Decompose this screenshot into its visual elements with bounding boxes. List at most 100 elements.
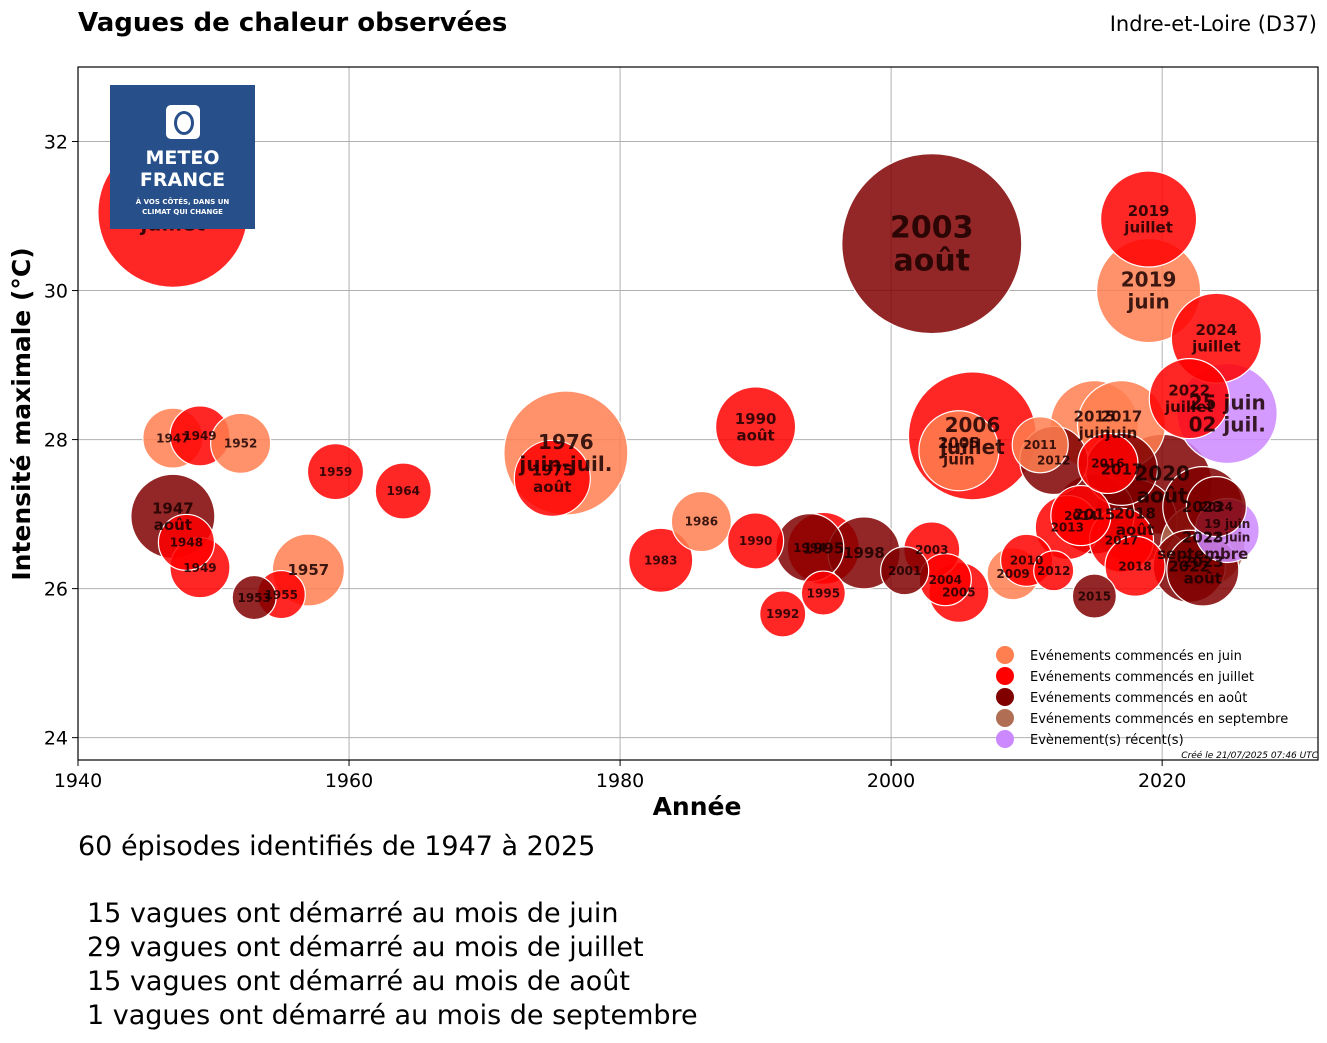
bubble-label: 2012 — [1037, 564, 1070, 578]
bubble-label: 2005 juin — [938, 434, 980, 469]
x-tick-label: 2000 — [867, 770, 915, 792]
bubble-label: 1949 — [183, 429, 216, 443]
bubble-label: 25 juin 02 juil. — [1189, 391, 1266, 437]
bubble-label: 2023 — [1182, 498, 1224, 516]
bubble-label: 1998 — [843, 544, 885, 562]
heatwave-bubble[interactable] — [1100, 170, 1198, 268]
bubble-label: 1995 — [802, 540, 844, 558]
bubble-label: 1953 — [237, 591, 270, 605]
bubble-label: 1976 juin-juil. — [518, 430, 612, 476]
heatwave-bubble[interactable] — [157, 513, 216, 572]
heatwave-bubble[interactable] — [1104, 535, 1166, 597]
heatwave-bubble[interactable] — [628, 527, 694, 593]
bubble-label: 2017 juin — [1101, 408, 1143, 443]
heatwave-bubble[interactable] — [759, 590, 807, 638]
y-tick-label: 24 — [44, 728, 68, 750]
summary-line-juin: 15 vagues ont démarré au mois de juin — [87, 898, 619, 929]
legend-label: Evénements commencés en juillet — [1030, 670, 1254, 685]
bubble-label: 2023 septembre — [1157, 528, 1248, 563]
bubble-label: 1992 — [766, 607, 799, 621]
bubble-label: 2015 — [1078, 589, 1111, 603]
bubble-label: 1990 août — [735, 410, 777, 445]
bubble-label: 2024 — [1200, 500, 1233, 514]
bubble-label: 2018 août — [1114, 505, 1156, 540]
bubble-label: 1955 — [265, 588, 298, 602]
heatwave-bubble[interactable] — [1077, 432, 1139, 495]
bubble-label: 1995 — [807, 586, 840, 600]
legend-marker — [996, 667, 1014, 685]
heatwave-bubble[interactable] — [231, 574, 277, 621]
summary-block: 60 épisodes identifiés de 1947 à 2025 15… — [78, 830, 698, 1033]
legend-marker — [996, 709, 1014, 727]
bubble-label: 2018 — [1118, 559, 1151, 573]
heatwave-bubble[interactable] — [1185, 476, 1247, 538]
heatwave-bubble[interactable] — [880, 546, 930, 596]
legend-label: Evénements commencés en août — [1030, 691, 1247, 706]
bubble-label: 1947 — [156, 431, 189, 445]
legend-marker — [996, 646, 1014, 664]
legend-layer: Evénements commencés en juin Evénements c… — [996, 646, 1288, 748]
bubble-label: 1975 août — [531, 461, 573, 496]
bubble-label: 2003 août — [890, 211, 974, 279]
y-axis-label: Intensité maximale (°C) — [7, 247, 36, 580]
bubble-label: 2001 — [888, 564, 921, 578]
bubble-label: 1957 — [288, 561, 330, 579]
bubble-label: 2004 — [929, 573, 962, 587]
summary-line-aout: 15 vagues ont démarré au mois de août — [87, 966, 631, 997]
logo-name-line2: FRANCE — [139, 169, 226, 191]
bubble-label: 2020 août — [1134, 461, 1190, 507]
bubble-label: 2016 — [1091, 457, 1124, 471]
summary-line-juillet: 29 vagues ont démarré au mois de juillet — [87, 932, 644, 963]
axis-layer: 1940 1960 1980 2000 2020 24 26 28 30 32 — [44, 132, 1187, 792]
bubble-label: 1947 août — [152, 499, 194, 534]
heatwave-bubble[interactable] — [1011, 416, 1069, 474]
bubble-label: 2024 juillet — [1191, 321, 1241, 356]
bubble-label: 2019 juillet — [1123, 202, 1173, 237]
heatwave-bubble[interactable] — [1148, 357, 1230, 440]
bubble-label: 2015 — [1074, 505, 1116, 523]
heatwave-bubble[interactable] — [1050, 484, 1112, 547]
x-tick-label: 2020 — [1138, 770, 1186, 792]
x-tick-label: 1940 — [54, 770, 102, 792]
heatwave-bubble[interactable] — [841, 153, 1023, 335]
heatwave-bubble[interactable] — [374, 462, 432, 520]
y-tick-label: 26 — [44, 579, 68, 601]
heatwave-bubble[interactable] — [1071, 573, 1117, 619]
heatwave-bubble[interactable] — [306, 443, 365, 501]
x-tick-label: 1980 — [596, 770, 644, 792]
legend-label: Evénements commencés en juin — [1030, 649, 1242, 664]
bubble-label: 1983 — [644, 553, 677, 567]
created-footnote: Créé le 21/07/2025 07:46 UTC — [1181, 750, 1318, 761]
bubble-label: 2009 — [996, 567, 1029, 581]
heatwave-bubble[interactable] — [726, 512, 785, 570]
heatwave-bubble[interactable] — [210, 412, 272, 474]
bubble-label: 19 juin 22 juin — [1204, 517, 1250, 544]
bubble-label: 1949 — [183, 561, 216, 575]
bubble-label: 2022 juillet — [1164, 382, 1214, 417]
bubble-label: 2011 — [1023, 438, 1056, 452]
heatwave-bubble[interactable] — [800, 570, 846, 616]
bubble-label: 1948 — [170, 536, 203, 550]
bubble-label: 2013 — [1051, 521, 1084, 535]
chart-title: Vagues de chaleur observées — [78, 8, 508, 38]
bubble-label: 2022 — [1168, 558, 1210, 576]
logo-icon — [165, 105, 200, 139]
summary-line-septembre: 1 vagues ont démarré au mois de septembr… — [87, 1000, 698, 1031]
heatwave-bubble[interactable] — [1033, 550, 1075, 592]
y-tick-label: 28 — [44, 430, 68, 452]
x-axis-label: Année — [653, 792, 742, 821]
bubble-label: 2017 — [1105, 533, 1138, 547]
heatwave-bubble[interactable] — [513, 439, 591, 517]
plot-frame — [77, 66, 1319, 761]
bubble-label: 1964 — [387, 484, 420, 498]
legend-marker — [996, 688, 1014, 706]
logo-tagline-line1: À VOS CÔTÉS, DANS UN — [135, 198, 230, 206]
logo-tagline-line2: CLIMAT QUI CHANGE — [142, 208, 223, 216]
bubble-layer: 2003août1947juillet2006juillet1976juin-j… — [97, 136, 1278, 638]
heatwave-bubble[interactable] — [714, 386, 797, 468]
bubble-label: 2023 août — [1182, 553, 1224, 588]
x-tick-label: 1960 — [325, 770, 373, 792]
heatwave-bubble[interactable] — [918, 410, 1000, 492]
y-tick-label: 30 — [44, 281, 68, 303]
heatwave-bubble[interactable] — [670, 490, 732, 553]
